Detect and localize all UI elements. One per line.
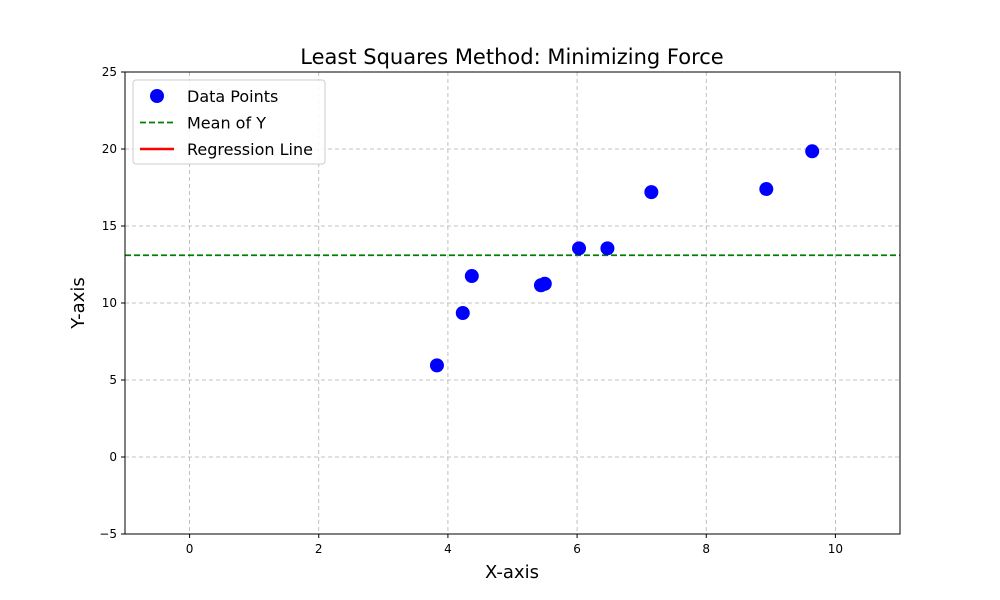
x-tick-label: 2 (315, 542, 323, 556)
data-point (572, 241, 587, 256)
x-tick-label: 0 (186, 542, 194, 556)
data-point (429, 358, 444, 373)
y-tick-label: 20 (102, 142, 117, 156)
legend-marker-data-points (150, 89, 164, 103)
data-point (644, 185, 659, 200)
data-point (537, 276, 552, 291)
y-tick-label: 10 (102, 296, 117, 310)
data-point (455, 306, 470, 321)
data-point (464, 269, 479, 284)
plot-area (125, 144, 900, 373)
legend: Data Points Mean of Y Regression Line (132, 79, 326, 165)
data-point (759, 182, 774, 197)
legend-label: Mean of Y (187, 114, 266, 133)
x-tick-label: 10 (828, 542, 843, 556)
data-point (805, 144, 820, 159)
y-axis-ticks: −5 0 5 10 15 20 25 (99, 65, 125, 541)
x-tick-label: 6 (573, 542, 581, 556)
data-point (600, 241, 615, 256)
x-tick-label: 4 (444, 542, 452, 556)
y-tick-label: −5 (99, 527, 117, 541)
chart-title: Least Squares Method: Minimizing Force (300, 45, 723, 69)
x-tick-label: 8 (702, 542, 710, 556)
legend-box (132, 79, 326, 165)
y-axis-label: Y-axis (68, 277, 89, 329)
y-tick-label: 25 (102, 65, 117, 79)
y-tick-label: 0 (109, 450, 117, 464)
x-axis-label: X-axis (485, 562, 539, 583)
x-axis-ticks: 0 2 4 6 8 10 (186, 534, 843, 556)
legend-label: Data Points (187, 87, 278, 106)
y-tick-label: 15 (102, 219, 117, 233)
legend-label: Regression Line (187, 140, 313, 159)
y-tick-label: 5 (109, 373, 117, 387)
